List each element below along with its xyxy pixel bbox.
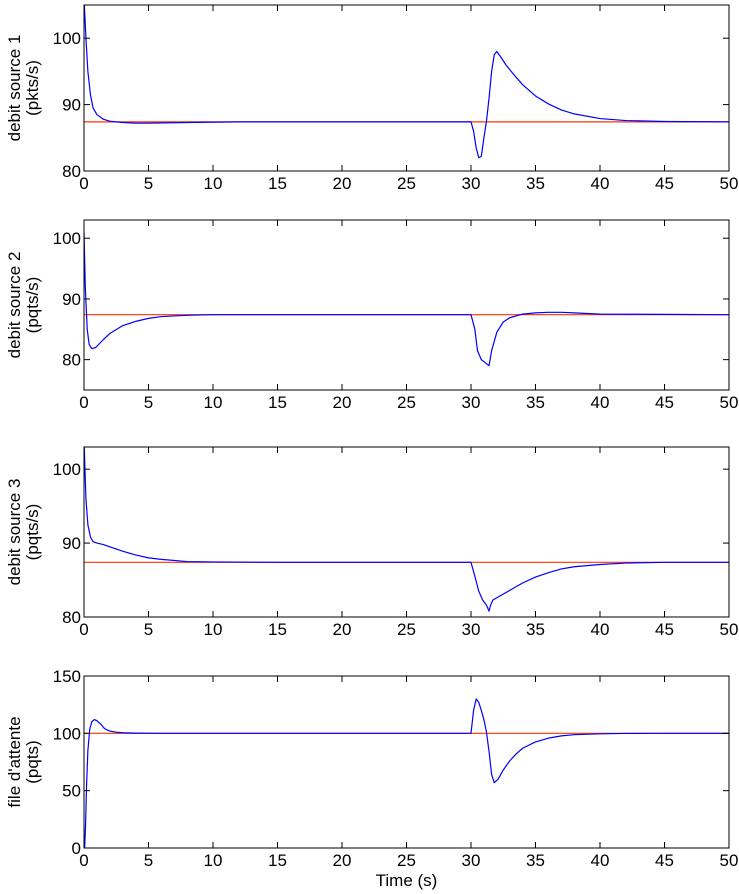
y-tick-label: 90 <box>62 290 81 309</box>
measured-line <box>84 232 729 367</box>
x-tick-label: 15 <box>268 851 287 870</box>
y-axis-label-line: (pqts/s) <box>23 277 42 334</box>
y-tick-label: 0 <box>72 839 81 858</box>
axes-box <box>83 219 730 391</box>
x-tick-label: 35 <box>526 620 545 639</box>
subplot-3: 0 5 10 15 20 25 30 35 40 45 50 80 90 100 debit source … <box>5 446 739 639</box>
y-tick-label: 100 <box>53 229 81 248</box>
y-tick-label: 80 <box>62 608 81 627</box>
y-axis-label: debit source 2(pqts/s) <box>5 252 42 359</box>
y-axis-label-line: debit source 3 <box>5 479 24 586</box>
x-tick-label: 50 <box>720 851 739 870</box>
x-tick-label: 30 <box>462 620 481 639</box>
y-tick-label: 50 <box>62 782 81 801</box>
x-tick-label: 45 <box>655 620 674 639</box>
y-axis-label-line: file d'attente <box>5 716 24 807</box>
x-tick-label: 50 <box>720 393 739 412</box>
measured-line <box>84 447 729 612</box>
x-tick-label: 5 <box>144 851 153 870</box>
x-tick-label: 40 <box>591 851 610 870</box>
y-tick-label: 80 <box>62 162 81 181</box>
subplot-1: 0 5 10 15 20 25 30 35 40 45 50 80 90 100 debit source … <box>5 4 739 193</box>
x-tick-label: 25 <box>397 393 416 412</box>
x-tick-label: 10 <box>204 620 223 639</box>
axes-box <box>83 446 730 618</box>
x-tick-label: 10 <box>204 851 223 870</box>
y-tick-label: 80 <box>62 351 81 370</box>
x-tick-label: 0 <box>79 174 88 193</box>
y-tick-label: 100 <box>53 460 81 479</box>
x-tick-label: 40 <box>591 620 610 639</box>
y-tick-label: 100 <box>53 29 81 48</box>
x-tick-label: 5 <box>144 620 153 639</box>
y-axis-label: debit source 3(pqts/s) <box>5 479 42 586</box>
x-tick-label: 30 <box>462 174 481 193</box>
y-axis-label: debit source 1(pkts/s) <box>5 35 42 142</box>
plot-area <box>84 698 729 848</box>
x-tick-label: 15 <box>268 620 287 639</box>
x-tick-label: 35 <box>526 174 545 193</box>
plot-area <box>84 5 729 159</box>
axes-box <box>83 675 730 849</box>
x-tick-label: 45 <box>655 851 674 870</box>
x-tick-label: 40 <box>591 174 610 193</box>
y-axis-label-line: debit source 1 <box>5 35 24 142</box>
y-axis-label-line: debit source 2 <box>5 252 24 359</box>
x-tick-label: 5 <box>144 174 153 193</box>
subplot-4: 0 5 10 15 20 25 30 35 40 45 50 0 50 100 150 file d'atte… <box>5 667 738 890</box>
x-tick-label: 0 <box>79 393 88 412</box>
plot-area <box>84 232 729 367</box>
y-axis-label-line: (pqts/s) <box>23 504 42 561</box>
y-tick-label: 100 <box>53 724 81 743</box>
x-tick-label: 10 <box>204 174 223 193</box>
y-axis-label-line: (pqts) <box>23 740 42 783</box>
x-tick-label: 45 <box>655 174 674 193</box>
x-tick-label: 35 <box>526 851 545 870</box>
x-tick-label: 45 <box>655 393 674 412</box>
subplot-2: 0 5 10 15 20 25 30 35 40 45 50 80 90 100 debit source … <box>5 219 739 412</box>
x-tick-label: 20 <box>333 393 352 412</box>
x-tick-label: 40 <box>591 393 610 412</box>
axes-box <box>83 4 730 172</box>
measured-line <box>84 5 729 159</box>
x-tick-label: 0 <box>79 851 88 870</box>
y-tick-label: 90 <box>62 96 81 115</box>
x-tick-label: 20 <box>333 851 352 870</box>
y-tick-label: 90 <box>62 534 81 553</box>
x-tick-label: 20 <box>333 174 352 193</box>
measured-line <box>84 698 729 848</box>
x-tick-label: 25 <box>397 620 416 639</box>
x-tick-label: 50 <box>720 620 739 639</box>
x-tick-label: 0 <box>79 620 88 639</box>
x-tick-label: 25 <box>397 851 416 870</box>
plot-area <box>84 447 729 612</box>
x-tick-label: 20 <box>333 620 352 639</box>
y-axis-label-line: (pkts/s) <box>23 60 42 116</box>
x-tick-label: 30 <box>462 393 481 412</box>
x-tick-label: 35 <box>526 393 545 412</box>
y-axis-label: file d'attente(pqts) <box>5 716 42 807</box>
x-tick-label: 5 <box>144 393 153 412</box>
x-tick-label: 25 <box>397 174 416 193</box>
x-tick-label: 10 <box>204 393 223 412</box>
x-tick-label: 15 <box>268 393 287 412</box>
x-axis-label: Time (s) <box>376 871 438 890</box>
x-tick-label: 15 <box>268 174 287 193</box>
y-tick-label: 150 <box>53 667 81 686</box>
x-tick-label: 50 <box>720 174 739 193</box>
x-tick-label: 30 <box>462 851 481 870</box>
